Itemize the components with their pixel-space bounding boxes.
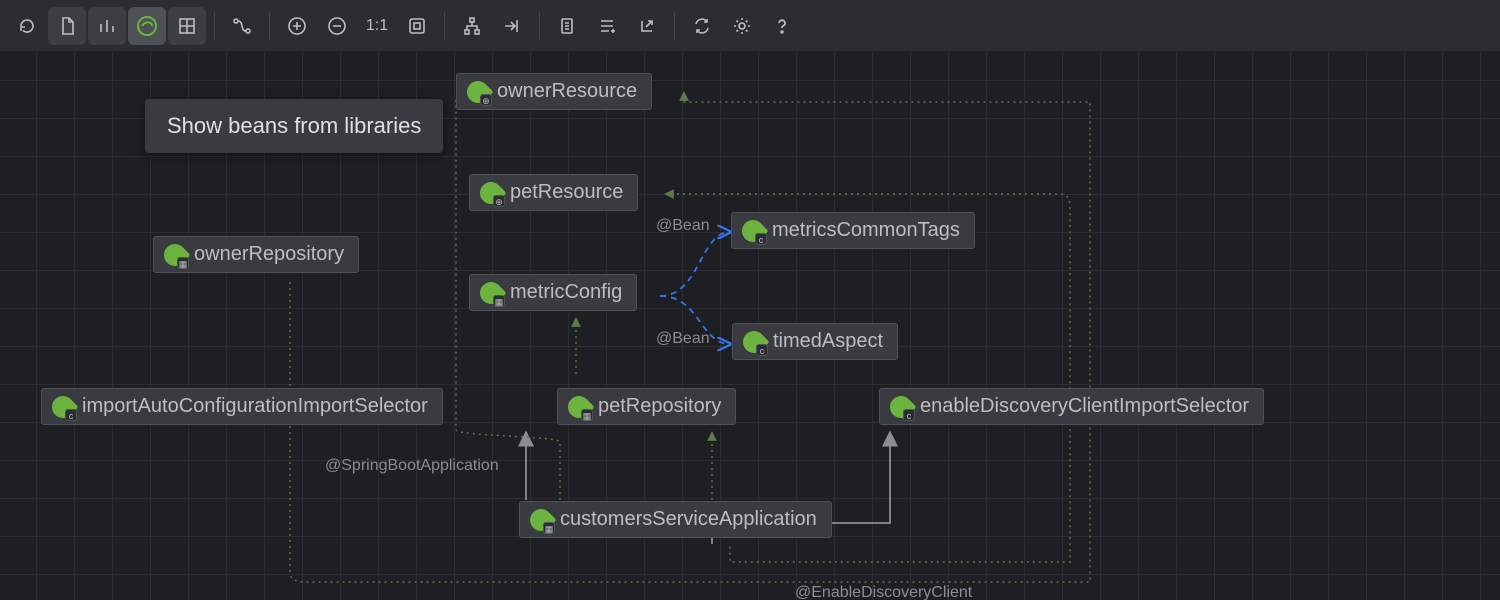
node-label: metricConfig	[510, 281, 622, 304]
node-label: petRepository	[598, 395, 721, 418]
toolbar-separator	[444, 12, 445, 40]
grid-icon[interactable]	[168, 7, 206, 45]
zoom-in-icon[interactable]	[278, 7, 316, 45]
zoom-out-icon[interactable]	[318, 7, 356, 45]
bean-icon: ▦	[480, 282, 502, 304]
bean-icon: c	[742, 220, 764, 242]
node-label: timedAspect	[773, 330, 883, 353]
bean-icon: c	[52, 396, 74, 418]
sync-icon[interactable]	[683, 7, 721, 45]
node-label: importAutoConfigurationImportSelector	[82, 395, 428, 418]
node-label: ownerRepository	[194, 243, 344, 266]
node-petRepository[interactable]: ▦ petRepository	[557, 388, 736, 425]
node-ownerResource[interactable]: ⊕ ownerResource	[456, 73, 652, 110]
fit-icon[interactable]	[398, 7, 436, 45]
edge-label-enablediscovery: @EnableDiscoveryClient	[795, 584, 972, 600]
node-label: petResource	[510, 181, 623, 204]
tooltip-text: Show beans from libraries	[167, 113, 421, 138]
toolbar-separator	[674, 12, 675, 40]
bean-icon: ▦	[530, 509, 552, 531]
toolbar-separator	[269, 12, 270, 40]
toolbar-separator	[214, 12, 215, 40]
node-metricConfig[interactable]: ▦ metricConfig	[469, 274, 637, 311]
node-customersServiceApplication[interactable]: ▦ customersServiceApplication	[519, 501, 832, 538]
diagram-canvas[interactable]: Show beans from libraries ⊕ ownerResourc…	[0, 52, 1500, 600]
node-timedAspect[interactable]: c timedAspect	[732, 323, 898, 360]
node-label: enableDiscoveryClientImportSelector	[920, 395, 1249, 418]
tree-icon[interactable]	[453, 7, 491, 45]
toolbar-separator	[539, 12, 540, 40]
chart-icon[interactable]	[88, 7, 126, 45]
list-icon[interactable]	[588, 7, 626, 45]
edge-label-springbootapp: @SpringBootApplication	[325, 457, 499, 475]
node-label: customersServiceApplication	[560, 508, 817, 531]
node-label: ownerResource	[497, 80, 637, 103]
bean-icon: ⊕	[467, 81, 489, 103]
node-label: metricsCommonTags	[772, 219, 960, 242]
import-icon[interactable]	[493, 7, 531, 45]
node-enableDiscoveryClientImportSelector[interactable]: c enableDiscoveryClientImportSelector	[879, 388, 1264, 425]
export-icon[interactable]	[628, 7, 666, 45]
bean-icon: ▦	[568, 396, 590, 418]
file-icon[interactable]	[48, 7, 86, 45]
gear-icon[interactable]	[723, 7, 761, 45]
edge-label-bean: @Bean	[656, 330, 710, 348]
node-importAutoConfigurationImportSelector[interactable]: c importAutoConfigurationImportSelector	[41, 388, 443, 425]
bean-icon: c	[890, 396, 912, 418]
path-icon[interactable]	[223, 7, 261, 45]
bean-icon: ▦	[164, 244, 186, 266]
edge-label-bean: @Bean	[656, 217, 710, 235]
bean-icon: c	[743, 331, 765, 353]
doc-icon[interactable]	[548, 7, 586, 45]
bean-icon: ⊕	[480, 182, 502, 204]
zoom-11-text[interactable]: 1:1	[358, 7, 396, 45]
toolbar: 1:1	[0, 0, 1500, 52]
help-icon[interactable]	[763, 7, 801, 45]
spring-icon[interactable]	[128, 7, 166, 45]
node-metricsCommonTags[interactable]: c metricsCommonTags	[731, 212, 975, 249]
node-petResource[interactable]: ⊕ petResource	[469, 174, 638, 211]
refresh-icon[interactable]	[8, 7, 46, 45]
tooltip: Show beans from libraries	[145, 99, 443, 153]
node-ownerRepository[interactable]: ▦ ownerRepository	[153, 236, 359, 273]
